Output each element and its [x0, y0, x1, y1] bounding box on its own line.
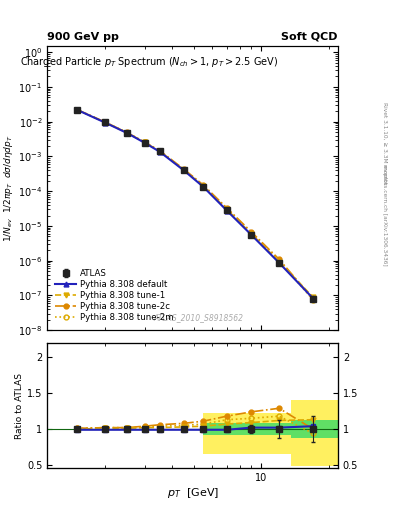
Pythia 8.308 tune-2m: [125, 130, 129, 136]
Pythia 8.308 tune-2m: [249, 230, 253, 236]
Pythia 8.308 tune-2m: [157, 148, 162, 154]
Pythia 8.308 tune-1: [142, 139, 147, 145]
Pythia 8.308 tune-1: [157, 148, 162, 154]
Pythia 8.308 tune-2m: [182, 166, 186, 173]
Pythia 8.308 tune-2c: [277, 256, 281, 262]
Pythia 8.308 default: [75, 107, 80, 113]
Text: Soft QCD: Soft QCD: [281, 32, 338, 42]
Text: Charged Particle $p_T$ Spectrum ($N_{ch} > 1$, $p_T > 2.5$ GeV): Charged Particle $p_T$ Spectrum ($N_{ch}…: [20, 55, 278, 69]
Pythia 8.308 default: [142, 140, 147, 146]
Pythia 8.308 tune-1: [224, 206, 229, 212]
Pythia 8.308 default: [310, 295, 315, 302]
Pythia 8.308 default: [125, 130, 129, 136]
Pythia 8.308 tune-1: [310, 294, 315, 300]
Pythia 8.308 tune-2m: [224, 206, 229, 212]
Pythia 8.308 tune-2c: [157, 147, 162, 154]
Pythia 8.308 default: [103, 120, 108, 126]
Pythia 8.308 tune-2c: [125, 130, 129, 136]
Line: Pythia 8.308 tune-2m: Pythia 8.308 tune-2m: [75, 107, 315, 302]
Pythia 8.308 tune-2c: [224, 205, 229, 211]
Pythia 8.308 tune-1: [277, 259, 281, 265]
Y-axis label: $1/N_{ev}$  $1/2\pi p_T$  $d\sigma/d\eta dp_T$: $1/N_{ev}$ $1/2\pi p_T$ $d\sigma/d\eta d…: [2, 134, 15, 242]
Line: Pythia 8.308 default: Pythia 8.308 default: [75, 108, 315, 301]
Y-axis label: Ratio to ATLAS: Ratio to ATLAS: [15, 373, 24, 439]
Legend: ATLAS, Pythia 8.308 default, Pythia 8.308 tune-1, Pythia 8.308 tune-2c, Pythia 8: ATLAS, Pythia 8.308 default, Pythia 8.30…: [51, 265, 177, 326]
X-axis label: $p_T$  [GeV]: $p_T$ [GeV]: [167, 486, 219, 500]
Pythia 8.308 tune-1: [125, 130, 129, 136]
Text: ATLAS_2010_S8918562: ATLAS_2010_S8918562: [153, 313, 243, 322]
Pythia 8.308 tune-2m: [277, 258, 281, 264]
Pythia 8.308 default: [201, 184, 206, 190]
Pythia 8.308 default: [224, 207, 229, 214]
Line: Pythia 8.308 tune-1: Pythia 8.308 tune-1: [75, 108, 315, 300]
Pythia 8.308 default: [277, 260, 281, 266]
Pythia 8.308 tune-1: [103, 119, 108, 125]
Pythia 8.308 tune-1: [75, 106, 80, 113]
Line: Pythia 8.308 tune-2c: Pythia 8.308 tune-2c: [75, 107, 315, 301]
Text: Rivet 3.1.10, ≥ 3.3M events: Rivet 3.1.10, ≥ 3.3M events: [382, 102, 387, 185]
Pythia 8.308 tune-1: [182, 167, 186, 173]
Pythia 8.308 default: [182, 167, 186, 174]
Pythia 8.308 tune-2m: [201, 183, 206, 189]
Pythia 8.308 default: [249, 231, 253, 238]
Pythia 8.308 default: [157, 148, 162, 155]
Pythia 8.308 tune-1: [249, 230, 253, 237]
Pythia 8.308 tune-2c: [103, 119, 108, 125]
Pythia 8.308 tune-2c: [310, 296, 315, 302]
Pythia 8.308 tune-2c: [201, 182, 206, 188]
Pythia 8.308 tune-2c: [142, 139, 147, 145]
Pythia 8.308 tune-2m: [142, 139, 147, 145]
Text: mcplots.cern.ch [arXiv:1306.3436]: mcplots.cern.ch [arXiv:1306.3436]: [382, 164, 387, 266]
Text: 900 GeV pp: 900 GeV pp: [47, 32, 119, 42]
Pythia 8.308 tune-2m: [75, 106, 80, 113]
Pythia 8.308 tune-2m: [310, 297, 315, 303]
Pythia 8.308 tune-2c: [249, 229, 253, 235]
Pythia 8.308 tune-2c: [75, 106, 80, 113]
Pythia 8.308 tune-2c: [182, 166, 186, 172]
Pythia 8.308 tune-2m: [103, 119, 108, 125]
Pythia 8.308 tune-1: [201, 183, 206, 189]
